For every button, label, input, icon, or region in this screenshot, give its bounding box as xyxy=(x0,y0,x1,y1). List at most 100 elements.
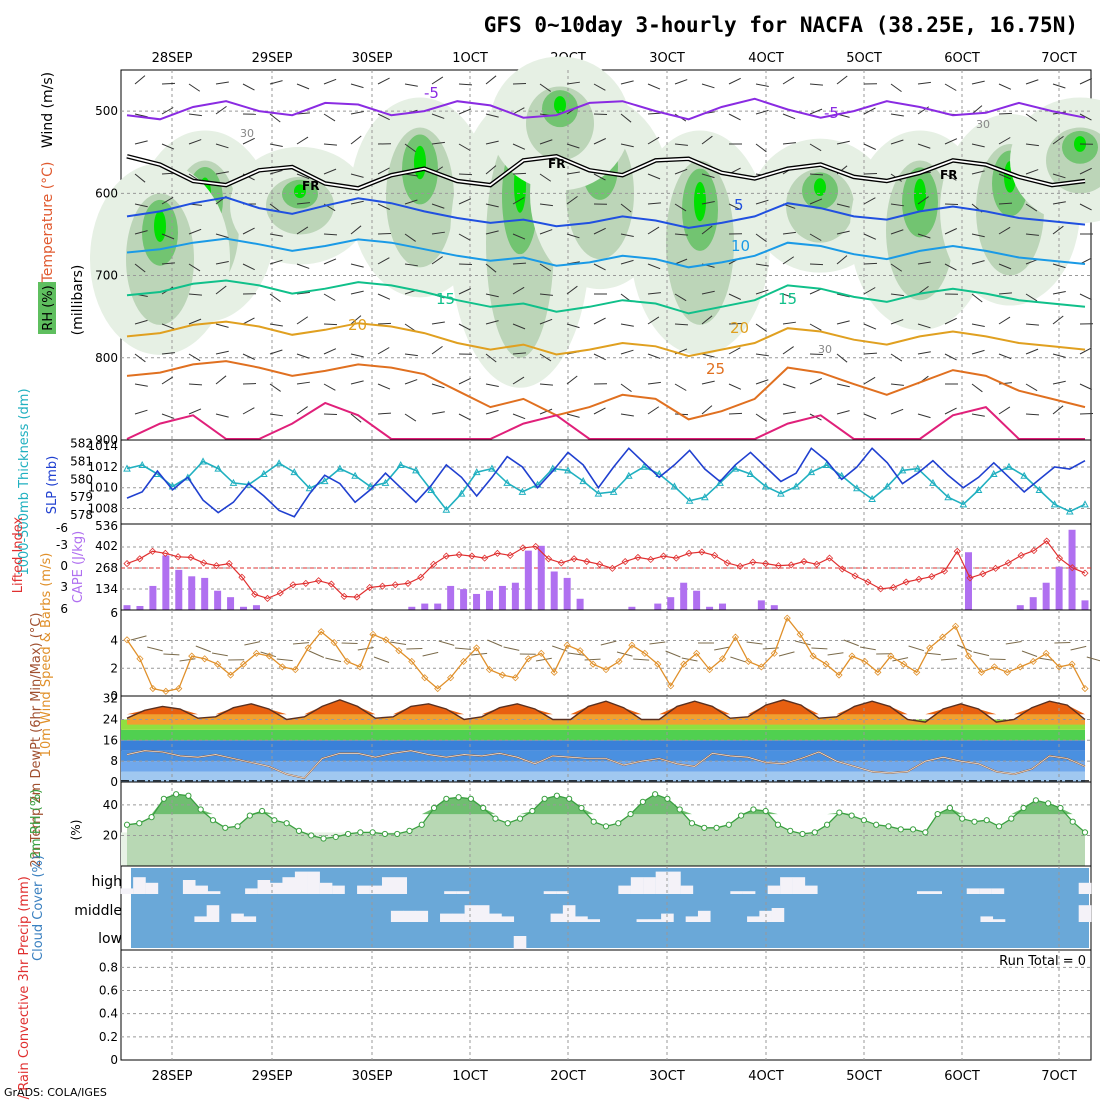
wind-speed-marker xyxy=(537,649,545,657)
wind-barb xyxy=(1079,113,1092,121)
wind-barb xyxy=(728,412,743,415)
rh2m-marker xyxy=(983,817,990,824)
wind-barb xyxy=(836,353,848,363)
rh2m-marker xyxy=(590,818,597,825)
temperature-tick-label: 32 xyxy=(103,692,118,706)
cloud-cell xyxy=(390,910,404,922)
thickness-marker xyxy=(1065,507,1074,515)
thickness-marker xyxy=(883,482,892,490)
wind-barb xyxy=(431,113,445,119)
wind-speed-marker xyxy=(990,663,998,671)
rh2m-marker xyxy=(566,795,573,802)
surface-wind-barb xyxy=(147,646,163,652)
surface-wind-barb xyxy=(665,650,681,658)
cloud-cell xyxy=(456,891,470,894)
wind-speed-marker xyxy=(278,663,286,671)
cloud-cell xyxy=(464,905,478,922)
contour-label-20: 20 xyxy=(348,316,367,334)
lifted-index-marker xyxy=(1004,559,1012,567)
wind-speed-marker xyxy=(693,649,701,657)
wind-barb xyxy=(323,383,336,391)
wind-barb xyxy=(809,108,823,115)
surface-wind-barb xyxy=(859,646,876,651)
lifted-index-marker xyxy=(174,553,182,561)
rh2m-marker xyxy=(602,823,610,830)
wind-speed-marker xyxy=(641,649,649,657)
top-date-label: 4OCT xyxy=(748,51,784,66)
wind-barb xyxy=(1052,405,1064,415)
thickness-marker xyxy=(594,489,603,497)
surface-wind-barb xyxy=(811,647,828,650)
bottom-date-label: 2OCT xyxy=(550,1069,586,1084)
wind-barb xyxy=(1025,293,1038,302)
rh2m-marker xyxy=(430,804,438,812)
temperature-band xyxy=(121,729,1085,741)
pressure-tick-label: 800 xyxy=(95,351,118,365)
wind-barb xyxy=(134,263,146,273)
rh2m-line xyxy=(123,791,1089,842)
wind-speed-marker xyxy=(1068,660,1076,668)
wind-barb xyxy=(377,203,390,210)
wind-barb xyxy=(269,80,283,85)
lifted-index-marker xyxy=(276,589,284,597)
wind-barb xyxy=(350,413,362,423)
rh2m-marker xyxy=(173,791,180,798)
rh2m-marker xyxy=(222,824,229,831)
rh2m-marker xyxy=(357,829,364,836)
wind-barb xyxy=(161,413,175,419)
cloud-cell xyxy=(1078,882,1092,894)
wind-barb xyxy=(269,413,283,417)
lifted-index-marker xyxy=(455,551,463,559)
temperature-contour xyxy=(126,196,1086,229)
rh2m-marker xyxy=(578,804,585,812)
wind-barb xyxy=(323,168,337,175)
wind-barb xyxy=(269,233,283,237)
thickness-marker xyxy=(183,473,192,481)
wind-barb xyxy=(701,173,715,179)
wind-barb xyxy=(1052,380,1066,385)
wind-barb xyxy=(377,113,390,121)
wind-barb xyxy=(863,413,877,420)
thickness-marker xyxy=(792,482,800,490)
rh2m-marker xyxy=(762,807,769,815)
wind-barb xyxy=(242,227,255,235)
rh2m-unit-label: (%) xyxy=(69,820,83,841)
wind-barb xyxy=(296,226,309,235)
wind-speed-marker xyxy=(667,682,675,690)
lifted-index-marker xyxy=(672,554,680,562)
wind-speed-marker xyxy=(1003,668,1011,676)
thickness-slp-frame xyxy=(120,439,1092,525)
wind-barb xyxy=(296,83,310,90)
wind-barb xyxy=(566,233,580,239)
wind-speed-marker xyxy=(524,655,532,663)
precip-tick-label: 0.2 xyxy=(99,1030,118,1044)
wind-barb xyxy=(512,197,525,205)
wind-barb xyxy=(917,323,931,329)
wind-speed-marker xyxy=(861,657,869,666)
wind-barb xyxy=(161,196,174,205)
wind-barb xyxy=(296,291,310,295)
temperature-axis: 0 8 16 24 32 xyxy=(103,692,118,789)
thickness-marker xyxy=(731,464,740,472)
precip-frame xyxy=(120,949,1092,1061)
wind-barb xyxy=(1052,315,1064,325)
cape-bar xyxy=(162,555,170,610)
wind-barb xyxy=(944,353,957,361)
li-cape-frame xyxy=(120,523,1092,611)
wind-barb xyxy=(134,203,148,208)
wind-barb xyxy=(296,381,310,385)
cloud-cell xyxy=(792,877,806,894)
cloud-layer-low: low xyxy=(98,931,122,947)
temperature-line xyxy=(126,699,1086,723)
wind-barb xyxy=(539,408,553,415)
cloud-grid xyxy=(171,866,1060,950)
wind-barb xyxy=(701,83,715,89)
wind-barb xyxy=(620,383,632,393)
lifted-index-marker xyxy=(532,542,540,551)
wind-barb xyxy=(1025,323,1039,326)
wind-barb xyxy=(755,379,769,385)
surface-wind-barb xyxy=(940,658,957,661)
lifted-index-marker xyxy=(992,564,1000,572)
wind-barb xyxy=(215,375,227,385)
slp-tick-label: 1008 xyxy=(87,501,118,515)
